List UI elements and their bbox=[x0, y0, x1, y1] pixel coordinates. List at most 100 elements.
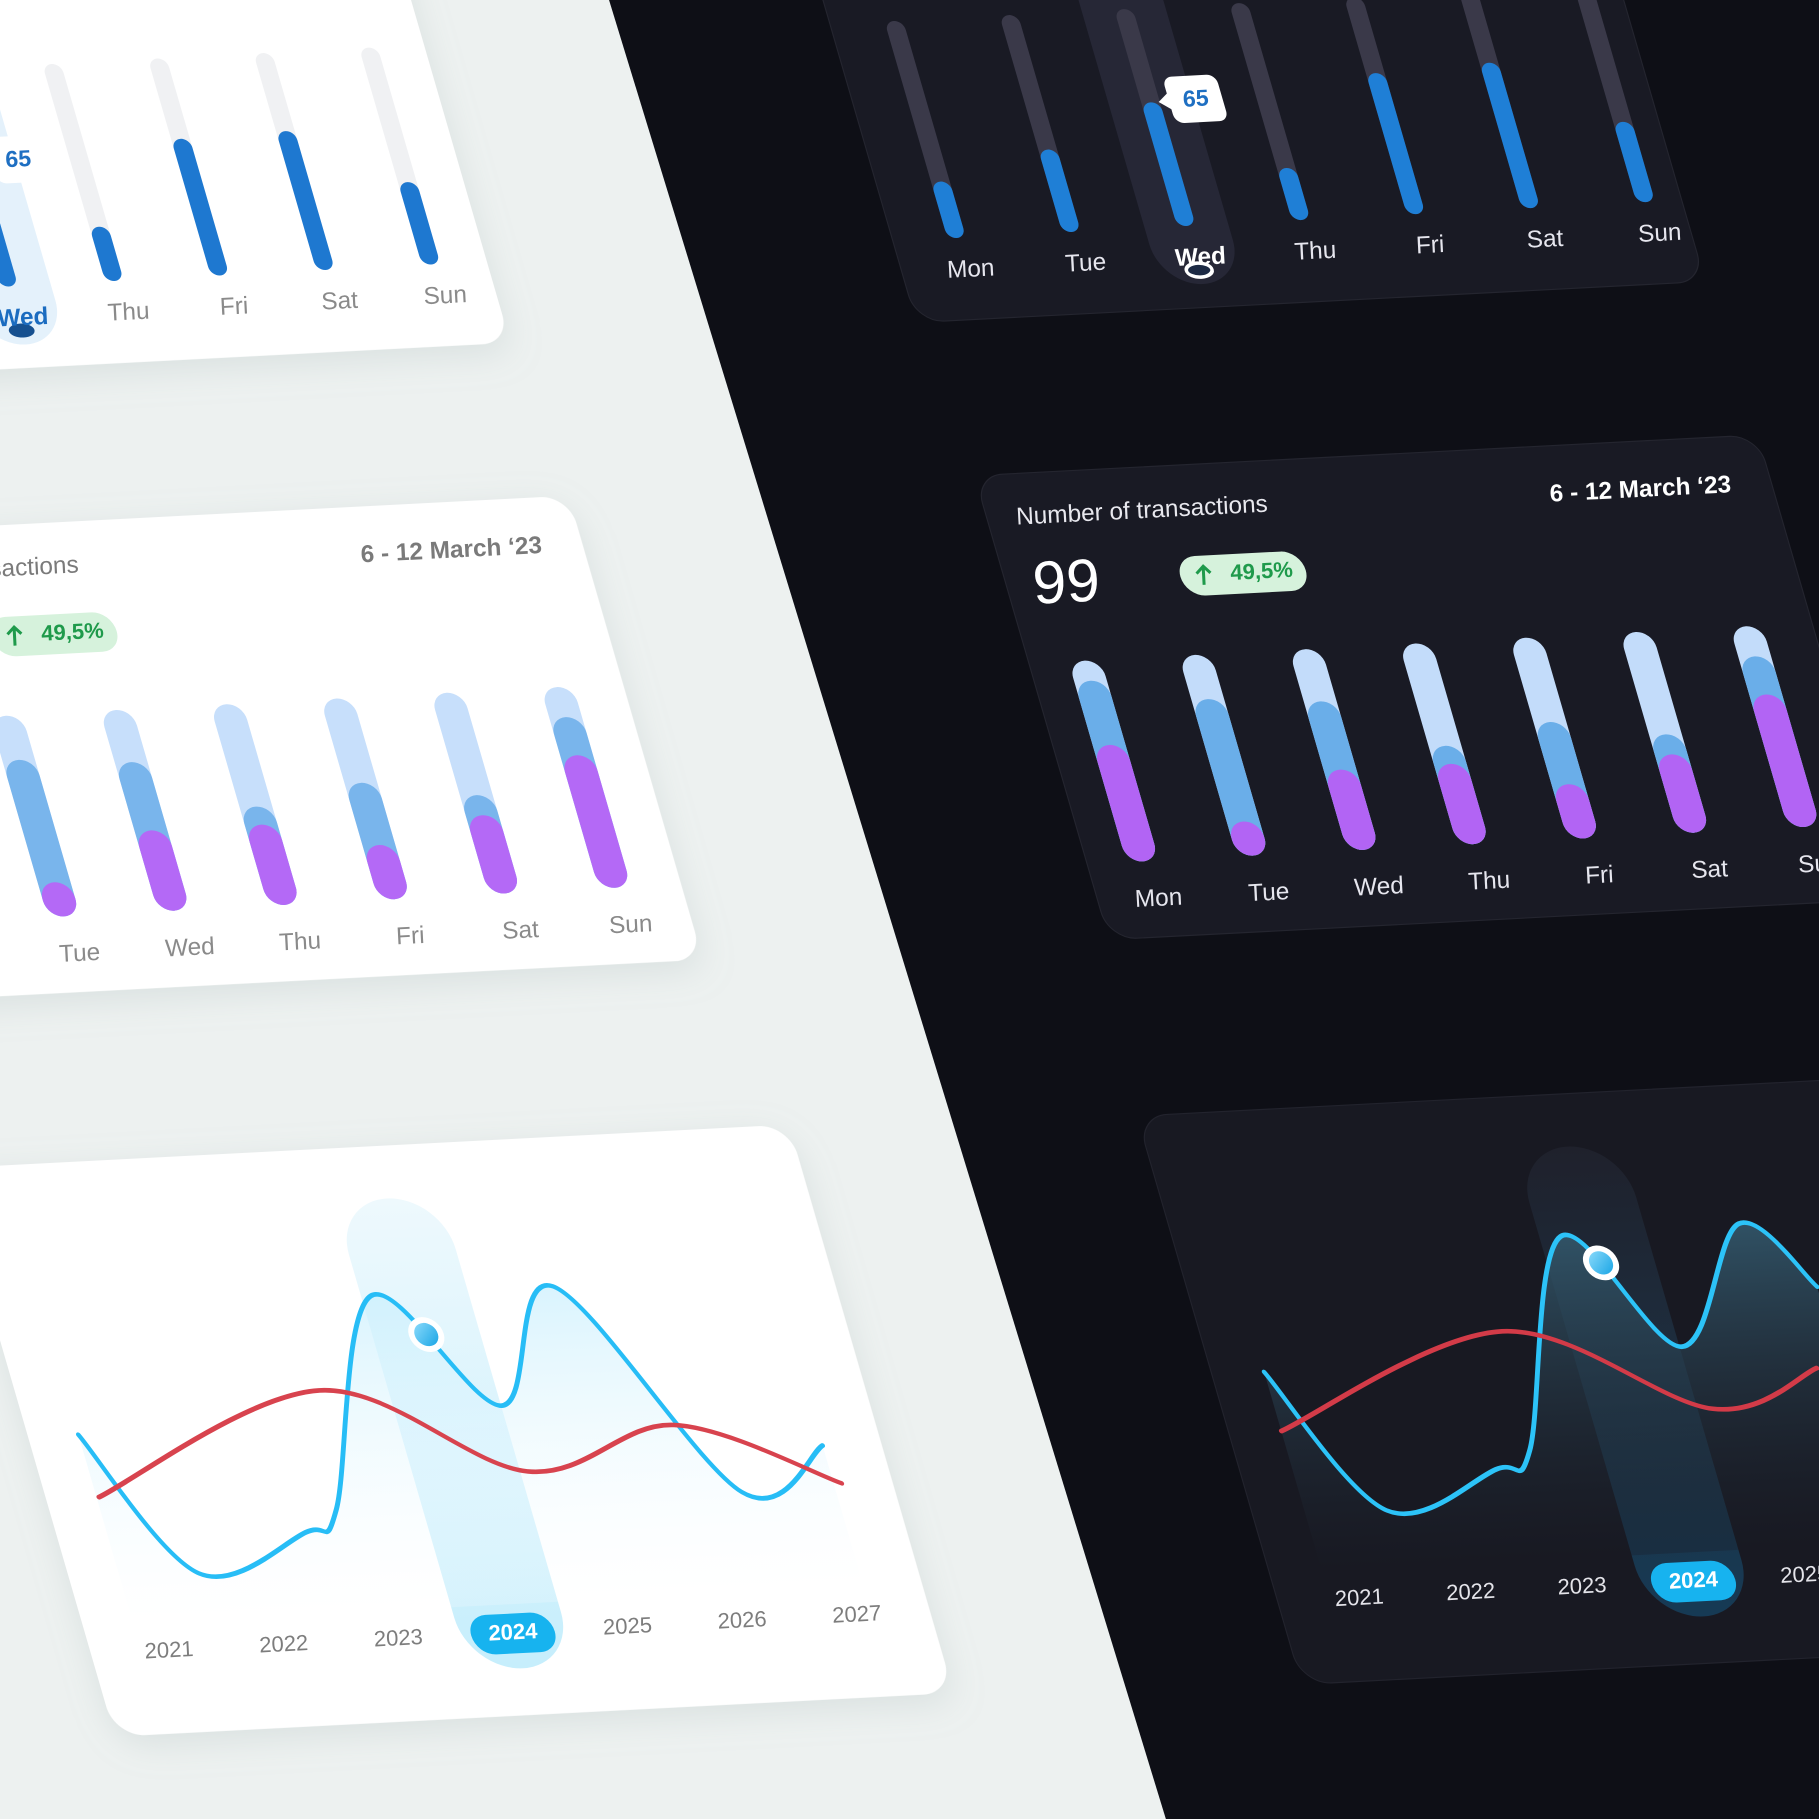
selected-year-pill bbox=[470, 1612, 556, 1655]
day-label: Mon bbox=[946, 254, 995, 283]
change-value: 49,5% bbox=[1230, 557, 1294, 585]
year-label: 2023 bbox=[1557, 1572, 1607, 1600]
line bbox=[75, 1283, 826, 1579]
bar bbox=[1040, 149, 1079, 233]
light-line: 2021 2022 2023 2024 2025 2026 2027 bbox=[0, 1126, 947, 1736]
day-label: Sat bbox=[1691, 855, 1729, 884]
selected-dot bbox=[8, 323, 35, 338]
bar bbox=[173, 138, 228, 276]
day-label: Tue bbox=[1064, 249, 1106, 278]
change-badge bbox=[0, 612, 118, 657]
bar-segment bbox=[1195, 699, 1266, 856]
line bbox=[1261, 1220, 1819, 1517]
day-label: Wed bbox=[164, 933, 215, 963]
day-label: Sun bbox=[608, 910, 653, 939]
year-label: 2021 bbox=[144, 1636, 194, 1664]
bar-segment bbox=[564, 755, 628, 888]
year-label: 2025 bbox=[602, 1612, 652, 1640]
day-label: Tue bbox=[58, 939, 100, 968]
bar-track bbox=[44, 64, 122, 281]
day-label: Thu bbox=[1467, 867, 1510, 896]
bar-segment bbox=[469, 815, 518, 894]
selected-year-label: 2024 bbox=[1668, 1566, 1719, 1594]
bar-segment bbox=[248, 824, 297, 905]
bar bbox=[400, 182, 439, 265]
bar-segment bbox=[1658, 754, 1707, 833]
year-label: 2021 bbox=[1334, 1584, 1384, 1612]
line bbox=[96, 1388, 845, 1500]
year-label: 2026 bbox=[717, 1606, 767, 1634]
day-label: Fri bbox=[395, 922, 425, 950]
bar-track bbox=[1231, 3, 1309, 221]
card bbox=[0, 0, 504, 388]
year-label: 2022 bbox=[259, 1630, 309, 1658]
marker bbox=[1588, 1251, 1614, 1275]
dark-weekday: Mon Tue Wed Thu Fri Sat Sun 65 bbox=[781, 0, 1699, 322]
day-label: Sat bbox=[1526, 225, 1564, 254]
total: 99 bbox=[1031, 545, 1102, 616]
day-label: Sat bbox=[321, 287, 359, 316]
year-label: 2027 bbox=[832, 1600, 882, 1628]
change-value: 49,5% bbox=[41, 618, 105, 646]
day-label: Fri bbox=[219, 292, 249, 320]
bar bbox=[278, 131, 333, 271]
tooltip-value: 65 bbox=[5, 145, 32, 172]
line bbox=[1278, 1328, 1819, 1434]
day-label: Wed bbox=[1353, 872, 1404, 902]
day-label: Fri bbox=[1415, 231, 1445, 259]
day-label: Thu bbox=[1294, 237, 1337, 266]
selected-dot bbox=[1184, 261, 1214, 279]
tooltip bbox=[0, 135, 50, 184]
day-label: Sun bbox=[423, 281, 468, 310]
day-label: Fri bbox=[1584, 861, 1614, 889]
bar bbox=[1143, 102, 1194, 227]
up-arrow bbox=[1195, 564, 1212, 585]
bar-segment bbox=[1096, 744, 1156, 862]
change-badge bbox=[1179, 551, 1307, 596]
bar-segment bbox=[1230, 821, 1266, 856]
year-label: 2022 bbox=[1446, 1578, 1496, 1606]
selected-column bbox=[0, 0, 58, 345]
day-label: Sun bbox=[1637, 219, 1682, 248]
year-label: 2025 bbox=[1780, 1560, 1819, 1588]
tooltip bbox=[1164, 74, 1227, 123]
line-area bbox=[1264, 1222, 1819, 1572]
line-area bbox=[78, 1285, 864, 1624]
day-label: Mon bbox=[1134, 884, 1183, 913]
bar bbox=[91, 226, 122, 281]
bar bbox=[1615, 121, 1653, 203]
bar bbox=[933, 181, 964, 238]
card bbox=[781, 0, 1699, 322]
tooltip-value: 65 bbox=[1182, 84, 1209, 111]
bar bbox=[1481, 62, 1538, 209]
day-label: Thu bbox=[278, 927, 321, 956]
marker bbox=[414, 1322, 439, 1347]
bar-segment bbox=[1753, 694, 1817, 827]
bar bbox=[1279, 167, 1309, 221]
light-weekday: Wed Thu Fri Sat Sun 65 bbox=[0, 0, 504, 388]
day-label: Thu bbox=[107, 298, 150, 327]
up-arrow bbox=[6, 624, 23, 646]
bar-segment bbox=[1555, 784, 1596, 839]
bar-segment bbox=[138, 830, 187, 911]
bar-segment bbox=[1437, 763, 1486, 845]
selected-year-label: 2024 bbox=[488, 1618, 539, 1646]
bar bbox=[0, 162, 16, 287]
bar-segment bbox=[6, 759, 77, 917]
bar bbox=[1368, 73, 1424, 215]
bar-segment bbox=[366, 845, 407, 900]
bar-segment bbox=[41, 882, 77, 917]
day-label: Tue bbox=[1248, 878, 1290, 907]
day-label: Sun bbox=[1797, 849, 1819, 878]
bar-segment bbox=[1327, 769, 1376, 850]
selected-day-label: Wed bbox=[0, 303, 49, 333]
day-label: Sat bbox=[502, 916, 540, 945]
year-label: 2023 bbox=[373, 1624, 423, 1652]
selected-year-pill bbox=[1650, 1560, 1737, 1603]
selected-day-label: Wed bbox=[1174, 242, 1226, 272]
dark-line: 2021 2022 2023 2024 2025 bbox=[1143, 1073, 1819, 1684]
